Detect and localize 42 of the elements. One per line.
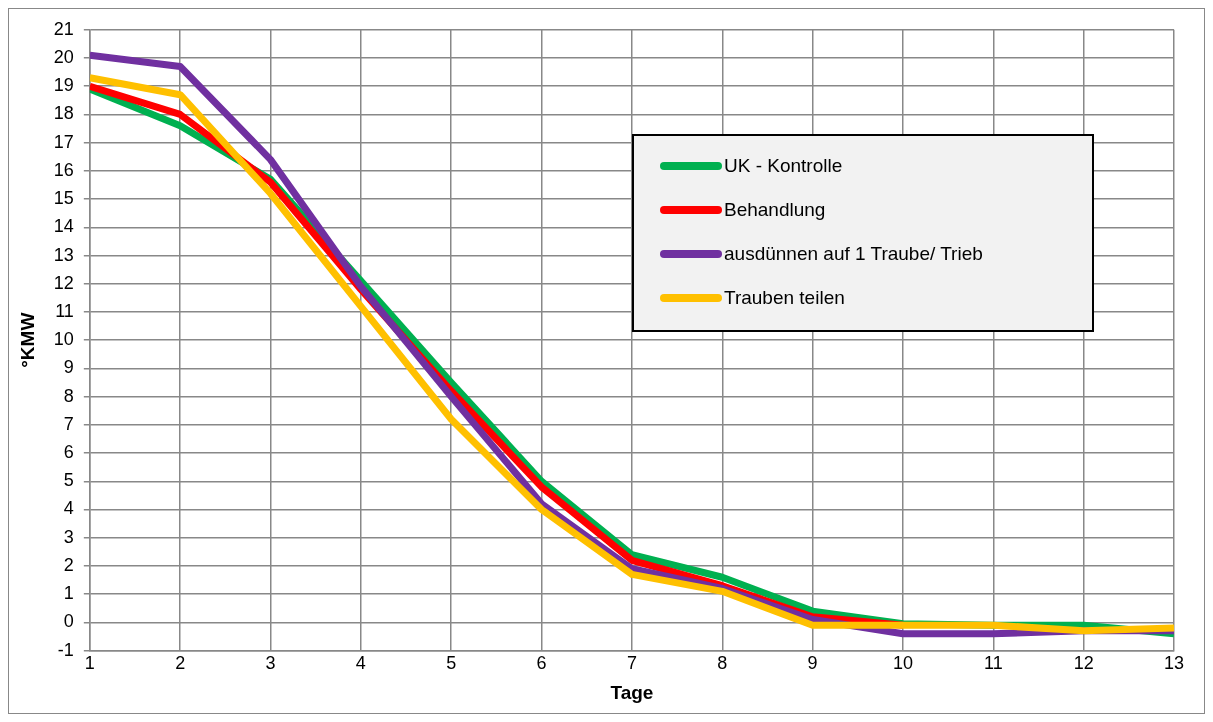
x-tick-label: 8 [717, 653, 728, 674]
x-tick-label: 10 [892, 653, 913, 674]
x-tick-label: 1 [84, 653, 95, 674]
y-tick-label: 16 [53, 159, 74, 180]
y-axis-title: °KMW [16, 312, 38, 368]
y-tick-label: 14 [53, 216, 74, 237]
y-tick-label: 15 [53, 188, 74, 209]
y-tick-label: 9 [63, 357, 74, 378]
y-tick-label: 10 [53, 329, 74, 350]
y-tick-label: 20 [53, 46, 74, 67]
x-axis-title: Tage [610, 681, 654, 703]
y-tick-label: -1 [57, 639, 74, 660]
legend-label: Trauben teilen [724, 287, 845, 309]
legend-label: Behandlung [724, 199, 826, 221]
x-tick-label: 2 [175, 653, 186, 674]
y-tick-label: 21 [53, 18, 74, 39]
x-tick-label: 3 [265, 653, 276, 674]
legend-label: ausdünnen auf 1 Traube/ Trieb [724, 243, 983, 265]
y-tick-label: 6 [63, 442, 74, 463]
y-tick-label: 11 [55, 300, 74, 321]
x-tick-label: 4 [355, 653, 366, 674]
y-tick-label: 1 [63, 583, 74, 604]
y-tick-label: 19 [53, 75, 74, 96]
x-tick-label: 11 [983, 653, 1003, 674]
y-tick-label: 13 [53, 244, 74, 265]
y-tick-label: 18 [53, 103, 74, 124]
y-tick-label: 12 [53, 272, 74, 293]
y-tick-label: 17 [53, 131, 74, 152]
y-tick-label: 2 [63, 554, 74, 575]
y-tick-label: 0 [63, 611, 74, 632]
x-tick-label: 9 [807, 653, 818, 674]
y-tick-label: 3 [63, 526, 74, 547]
x-tick-label: 12 [1073, 653, 1094, 674]
y-tick-label: 4 [63, 498, 74, 519]
y-tick-label: 8 [63, 385, 74, 406]
x-tick-label: 6 [536, 653, 547, 674]
x-tick-label: 5 [446, 653, 457, 674]
x-tick-label: 13 [1163, 653, 1185, 674]
y-tick-label: 7 [63, 413, 74, 434]
legend-label: UK - Kontrolle [724, 155, 843, 177]
x-tick-label: 7 [626, 653, 637, 674]
y-tick-label: 5 [63, 470, 74, 491]
